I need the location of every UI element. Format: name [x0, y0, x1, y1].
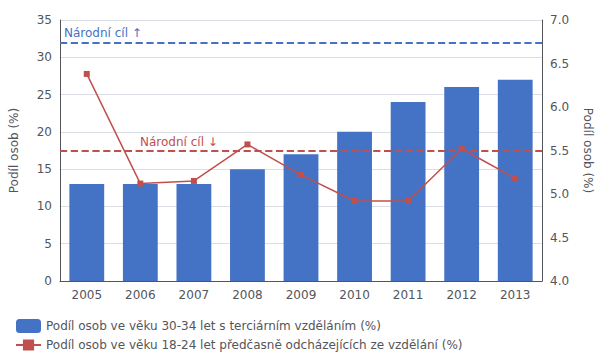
svg-text:2006: 2006 — [125, 288, 156, 302]
svg-text:Podíl osob ve věku 30-34 let s: Podíl osob ve věku 30-34 let s terciární… — [46, 319, 381, 333]
svg-text:Národní cíl ↓: Národní cíl ↓ — [140, 135, 218, 149]
svg-text:35: 35 — [37, 13, 52, 27]
svg-text:10: 10 — [37, 199, 52, 213]
svg-text:2009: 2009 — [286, 288, 317, 302]
svg-text:6.0: 6.0 — [550, 100, 569, 114]
svg-text:6.5: 6.5 — [550, 57, 569, 71]
svg-text:Národní cíl ↑: Národní cíl ↑ — [64, 26, 142, 40]
svg-text:5: 5 — [44, 237, 52, 251]
svg-text:Podíl osob (%): Podíl osob (%) — [581, 108, 595, 193]
svg-text:2012: 2012 — [446, 288, 477, 302]
svg-text:4.5: 4.5 — [550, 231, 569, 245]
svg-text:15: 15 — [37, 162, 52, 176]
svg-text:Podíl osob (%): Podíl osob (%) — [7, 108, 21, 193]
svg-text:2005: 2005 — [72, 288, 103, 302]
svg-text:2013: 2013 — [500, 288, 531, 302]
svg-text:5.5: 5.5 — [550, 144, 569, 158]
svg-text:0: 0 — [44, 274, 52, 288]
svg-text:30: 30 — [37, 50, 52, 64]
svg-text:4.0: 4.0 — [550, 274, 569, 288]
svg-text:2008: 2008 — [232, 288, 263, 302]
svg-text:20: 20 — [37, 125, 52, 139]
svg-text:2011: 2011 — [393, 288, 424, 302]
svg-text:25: 25 — [37, 88, 52, 102]
svg-text:7.0: 7.0 — [550, 13, 569, 27]
svg-text:2010: 2010 — [339, 288, 370, 302]
svg-text:Podíl osob ve věku 18-24 let p: Podíl osob ve věku 18-24 let předčasně o… — [46, 338, 463, 352]
svg-text:5.0: 5.0 — [550, 187, 569, 201]
svg-text:2007: 2007 — [179, 288, 210, 302]
